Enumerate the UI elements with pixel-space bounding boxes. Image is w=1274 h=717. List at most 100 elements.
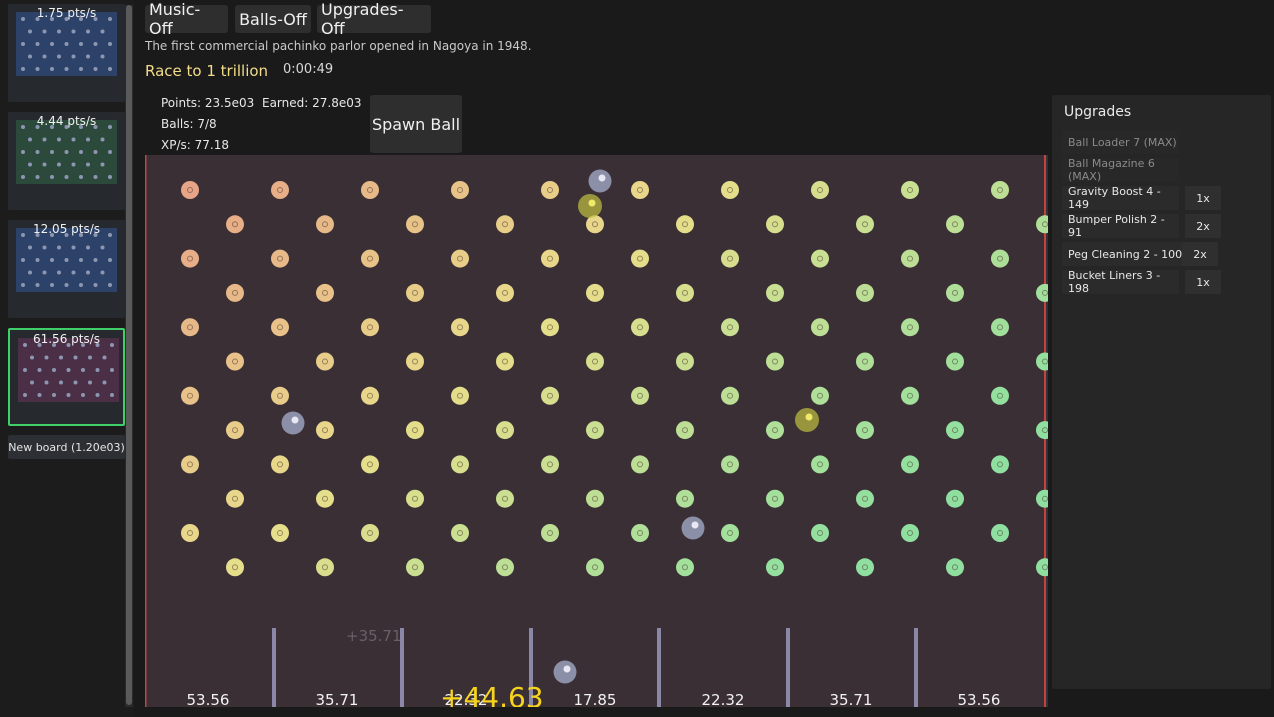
- board-list-scroll-thumb[interactable]: [126, 5, 132, 705]
- peg: [901, 455, 919, 474]
- upgrade-gravity-boost[interactable]: Gravity Boost 4 - 149: [1062, 185, 1179, 211]
- board-thumb-4[interactable]: 61.56 pts/s: [8, 328, 125, 426]
- board-thumb-2[interactable]: 4.44 pts/s: [8, 112, 125, 210]
- thumb-peg: [52, 368, 56, 372]
- thumb-peg: [100, 137, 105, 142]
- thumb-peg: [28, 162, 32, 167]
- bucket-divider: [914, 628, 918, 707]
- thumb-peg: [42, 270, 47, 275]
- board-thumb-preview: [16, 120, 117, 184]
- peg: [271, 455, 289, 474]
- upgrade-peg-cleaning-multiplier[interactable]: 2x: [1182, 242, 1218, 266]
- spawn-ball-button[interactable]: Spawn Ball: [370, 95, 462, 153]
- upgrade-bucket-liners-multiplier[interactable]: 1x: [1185, 270, 1221, 294]
- ball: [281, 411, 305, 435]
- bucket-value: 22.32: [445, 691, 488, 707]
- peg: [946, 352, 964, 371]
- peg: [541, 455, 559, 474]
- peg: [586, 558, 604, 577]
- peg: [631, 318, 649, 337]
- thumb-peg: [93, 42, 98, 46]
- bucket-divider: [272, 628, 276, 707]
- peg: [271, 249, 289, 268]
- thumb-peg: [21, 233, 25, 237]
- ball: [553, 660, 577, 684]
- thumb-peg: [64, 125, 69, 129]
- thumb-peg: [21, 125, 25, 129]
- peg: [451, 524, 469, 542]
- thumb-peg: [81, 343, 85, 347]
- peg: [766, 558, 784, 577]
- peg: [586, 215, 604, 234]
- new-board-button[interactable]: New board (1.20e03): [8, 435, 125, 459]
- thumb-peg: [50, 67, 54, 71]
- peg: [316, 489, 334, 508]
- peg: [181, 524, 199, 542]
- thumb-peg: [79, 283, 83, 287]
- upgrade-ball-loader[interactable]: Ball Loader 7 (MAX): [1062, 130, 1179, 154]
- thumb-peg: [71, 245, 76, 250]
- thumb-peg: [57, 245, 61, 250]
- ball: [681, 516, 705, 540]
- thumb-peg: [28, 270, 32, 275]
- peg: [676, 352, 694, 371]
- peg: [496, 558, 514, 577]
- thumb-peg: [57, 29, 61, 34]
- peg: [766, 489, 784, 508]
- trivia-text: The first commercial pachinko parlor ope…: [145, 39, 532, 53]
- thumb-peg: [28, 245, 32, 250]
- board-thumb-preview: [16, 12, 117, 76]
- peg: [811, 249, 829, 268]
- peg: [541, 249, 559, 268]
- thumb-peg: [57, 270, 61, 275]
- bucket-divider: [400, 628, 404, 707]
- peg: [451, 386, 469, 405]
- peg: [406, 215, 424, 234]
- upgrades-title: Upgrades: [1064, 104, 1132, 120]
- upgrade-gravity-boost-multiplier[interactable]: 1x: [1185, 186, 1221, 210]
- peg: [541, 386, 559, 405]
- thumb-peg: [50, 258, 54, 262]
- earned-stat: Earned: 27.8e03: [262, 96, 362, 110]
- thumb-peg: [35, 283, 40, 287]
- thumb-peg: [64, 175, 69, 179]
- thumb-peg: [93, 17, 98, 21]
- thumb-peg: [23, 343, 27, 347]
- peg: [226, 352, 244, 371]
- thumb-peg: [88, 380, 92, 385]
- board-thumb-1[interactable]: 1.75 pts/s: [8, 4, 125, 102]
- floating-score-text-big: +44.63: [440, 681, 544, 707]
- bucket-divider: [657, 628, 661, 707]
- upgrades-toggle-button[interactable]: Upgrades-Off: [317, 0, 431, 38]
- peg: [991, 318, 1009, 337]
- peg: [811, 524, 829, 542]
- upgrade-bumper-polish[interactable]: Bumper Polish 2 - 91: [1062, 213, 1179, 239]
- peg: [676, 489, 694, 508]
- music-toggle-button[interactable]: Music-Off: [145, 0, 228, 38]
- peg: [406, 558, 424, 577]
- upgrade-bumper-polish-multiplier[interactable]: 2x: [1185, 214, 1221, 238]
- peg: [181, 318, 199, 337]
- peg: [541, 181, 559, 199]
- thumb-peg: [50, 283, 54, 287]
- thumb-peg: [108, 258, 112, 262]
- thumb-peg: [81, 368, 85, 372]
- thumb-peg: [50, 233, 54, 237]
- peg: [361, 455, 379, 474]
- peg: [946, 558, 964, 577]
- thumb-peg: [35, 150, 40, 154]
- board-thumb-3[interactable]: 12.05 pts/s: [8, 220, 125, 318]
- thumb-peg: [64, 17, 69, 21]
- peg: [496, 421, 514, 440]
- upgrade-bucket-liners[interactable]: Bucket Liners 3 - 198: [1062, 269, 1179, 295]
- xp-rate-stat: XP/s: 77.18: [161, 138, 229, 152]
- upgrade-peg-cleaning[interactable]: Peg Cleaning 2 - 100: [1062, 242, 1186, 266]
- balls-toggle-button[interactable]: Balls-Off: [235, 5, 311, 33]
- thumb-peg: [35, 233, 40, 237]
- peg: [811, 318, 829, 337]
- thumb-peg: [21, 175, 25, 179]
- upgrade-ball-magazine[interactable]: Ball Magazine 6 (MAX): [1062, 157, 1179, 183]
- pachinko-board[interactable]: 53.56 35.71 22.32 17.85 22.32 35.71 53.56 +35.…: [145, 155, 1048, 707]
- peg: [1036, 421, 1048, 440]
- peg: [721, 524, 739, 542]
